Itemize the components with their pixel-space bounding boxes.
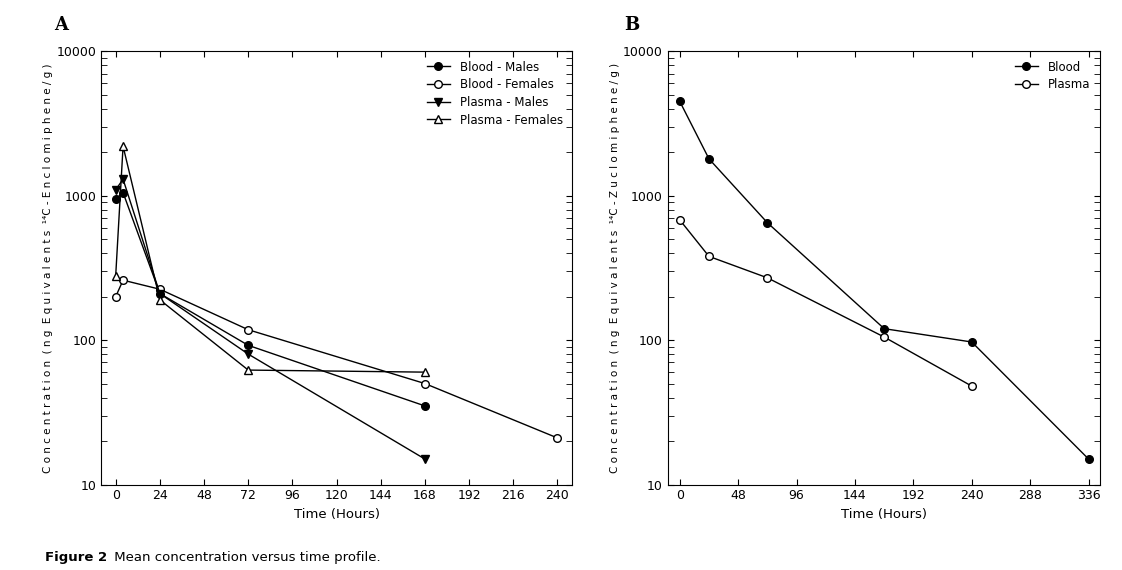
- Blood - Males: [109, 196, 122, 202]
- Blood - Males: [153, 290, 166, 297]
- Blood - Males: [117, 189, 130, 196]
- Line: Plasma - Males: Plasma - Males: [112, 176, 429, 463]
- Line: Blood - Males: Blood - Males: [112, 189, 429, 410]
- X-axis label: Time (Hours): Time (Hours): [840, 508, 927, 521]
- X-axis label: Time (Hours): Time (Hours): [294, 508, 379, 521]
- Blood - Females: [117, 277, 130, 284]
- Plasma: [673, 217, 687, 223]
- Plasma - Males: [117, 176, 130, 182]
- Blood: [1082, 455, 1095, 462]
- Plasma - Males: [419, 455, 432, 462]
- Blood - Females: [153, 286, 166, 292]
- Plasma: [965, 382, 978, 389]
- Plasma - Females: [117, 143, 130, 150]
- Plasma - Females: [109, 272, 122, 279]
- Plasma - Females: [153, 296, 166, 303]
- Blood - Males: [419, 402, 432, 409]
- Blood: [965, 339, 978, 345]
- Plasma - Males: [241, 351, 255, 357]
- Blood - Females: [551, 434, 564, 441]
- Text: A: A: [54, 16, 67, 34]
- Text: B: B: [624, 16, 640, 34]
- Y-axis label: C o n c e n t r a t i o n  ( n g  E q u i v a l e n t s  ¹⁴C - E n c l o m i p h: C o n c e n t r a t i o n ( n g E q u i …: [44, 63, 54, 473]
- Blood: [673, 98, 687, 105]
- Plasma - Females: [241, 367, 255, 373]
- Blood: [702, 156, 716, 162]
- Text: Figure 2: Figure 2: [45, 551, 107, 564]
- Blood: [877, 325, 891, 332]
- Blood - Males: [241, 342, 255, 349]
- Line: Blood: Blood: [675, 97, 1093, 463]
- Y-axis label: C o n c e n t r a t i o n  ( n g  E q u i v a l e n t s  ¹⁴C - Z u c l o m i p h: C o n c e n t r a t i o n ( n g E q u i …: [610, 63, 620, 473]
- Plasma - Females: [419, 369, 432, 376]
- Plasma - Males: [109, 186, 122, 193]
- Plasma: [877, 333, 891, 340]
- Blood: [761, 219, 774, 226]
- Line: Blood - Females: Blood - Females: [112, 276, 561, 442]
- Blood - Females: [419, 380, 432, 387]
- Plasma: [702, 253, 716, 260]
- Legend: Blood, Plasma: Blood, Plasma: [1011, 57, 1094, 95]
- Legend: Blood - Males, Blood - Females, Plasma - Males, Plasma - Females: Blood - Males, Blood - Females, Plasma -…: [423, 57, 567, 131]
- Line: Plasma: Plasma: [675, 216, 976, 390]
- Blood - Females: [241, 326, 255, 333]
- Text: Mean concentration versus time profile.: Mean concentration versus time profile.: [110, 551, 380, 564]
- Plasma - Males: [153, 290, 166, 297]
- Blood - Females: [109, 293, 122, 300]
- Line: Plasma - Females: Plasma - Females: [112, 142, 429, 376]
- Plasma: [761, 274, 774, 281]
